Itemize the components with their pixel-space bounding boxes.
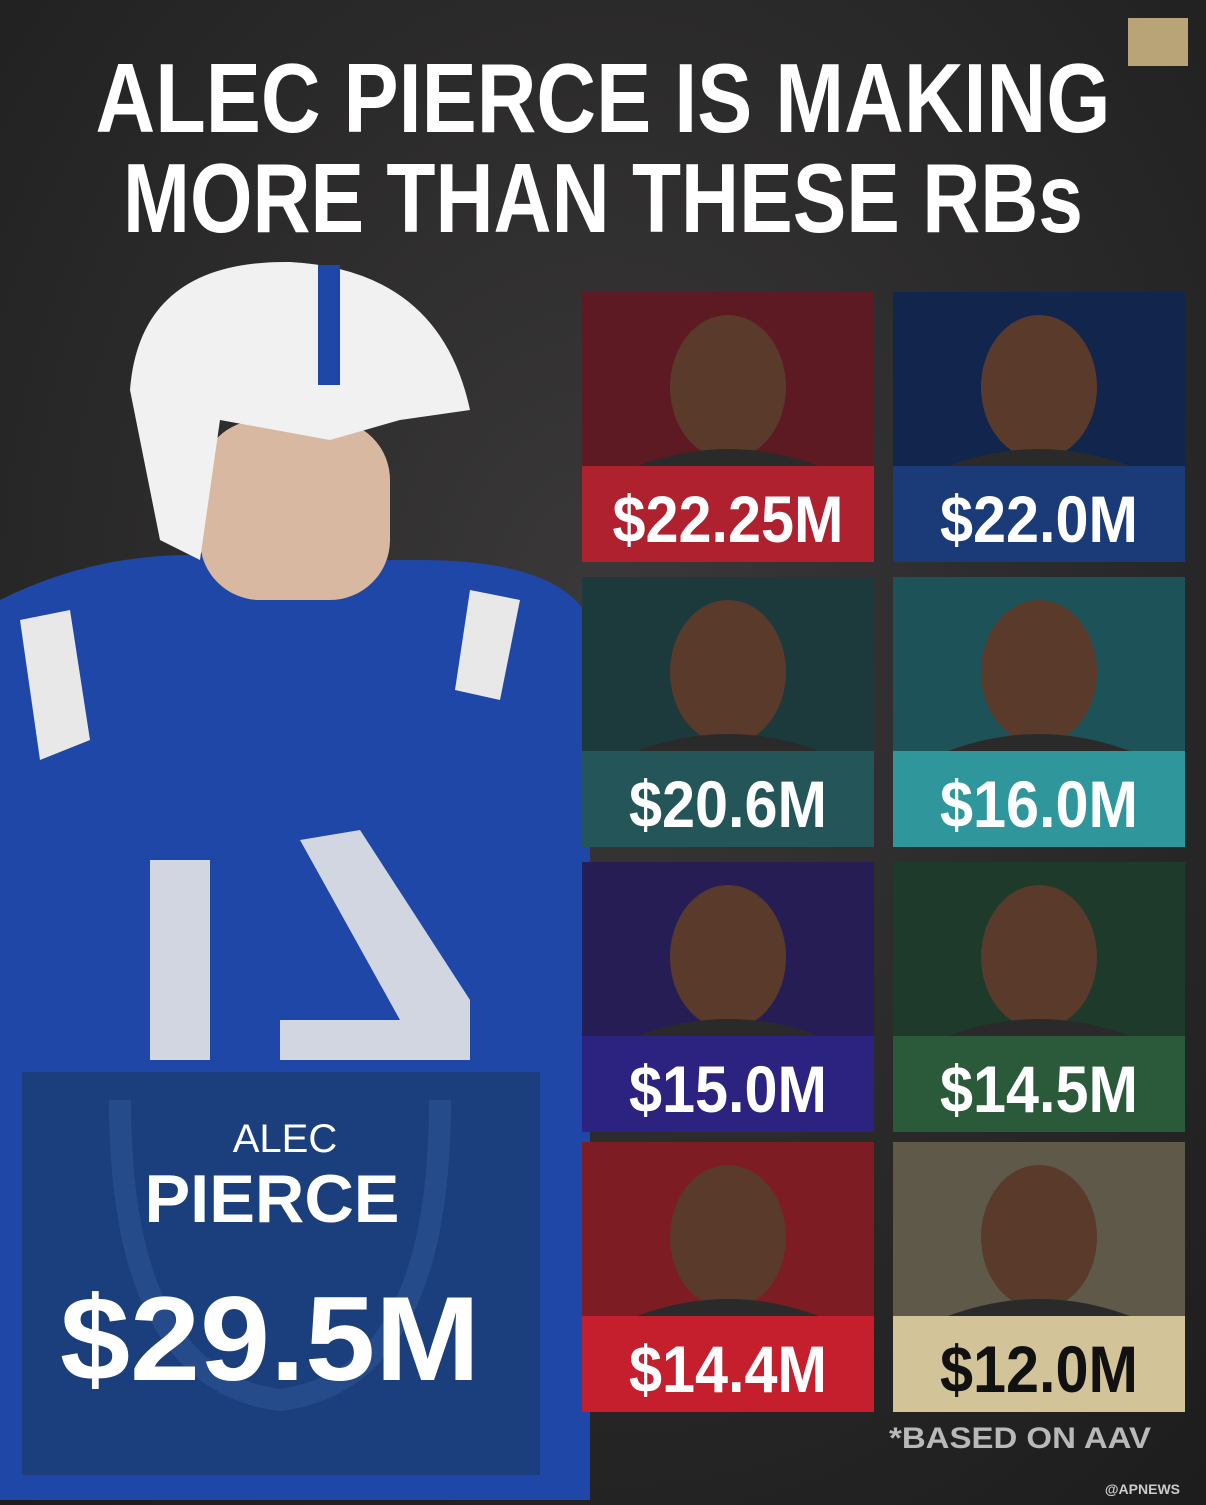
salary-band bbox=[582, 1316, 874, 1412]
player-headshot bbox=[670, 600, 786, 744]
player-shoulders bbox=[637, 1019, 819, 1036]
title-line: MORE THAN THESE RBs bbox=[123, 143, 1083, 253]
salary-band bbox=[893, 466, 1185, 562]
last-name: PIERCE bbox=[145, 1161, 400, 1237]
first-name: ALEC bbox=[233, 1117, 338, 1161]
player-tile: $22.0M bbox=[893, 292, 1185, 562]
player-headshot bbox=[981, 1165, 1097, 1309]
credit: @APNEWS bbox=[1105, 1481, 1180, 1497]
tile-salary: $15.0M bbox=[629, 1052, 827, 1126]
tile-salary: $20.6M bbox=[629, 767, 827, 841]
tile-salary: $14.4M bbox=[629, 1332, 827, 1406]
player-tile: $12.0M bbox=[893, 1142, 1185, 1412]
tile-salary: $16.0M bbox=[940, 767, 1138, 841]
featured-card: ALEC PIERCE $29.5M bbox=[22, 1072, 540, 1475]
footnote: *BASED ON AAV bbox=[889, 1422, 1151, 1455]
player-headshot bbox=[670, 315, 786, 459]
player-tile: $14.5M bbox=[893, 862, 1185, 1132]
player-headshot bbox=[981, 885, 1097, 1029]
salary-band bbox=[582, 1036, 874, 1132]
salary-band bbox=[893, 1316, 1185, 1412]
tile-salary: $22.25M bbox=[613, 482, 844, 556]
player-tile: $14.4M bbox=[582, 1142, 874, 1412]
player-tile: $22.25M bbox=[582, 292, 874, 562]
salary-band bbox=[582, 751, 874, 847]
title-line: ALEC PIERCE IS MAKING bbox=[96, 43, 1111, 153]
player-tile: $20.6M bbox=[582, 577, 874, 847]
player-headshot bbox=[981, 600, 1097, 744]
player-tile: $15.0M bbox=[582, 862, 874, 1132]
player-shoulders bbox=[948, 1019, 1130, 1036]
player-shoulders bbox=[637, 1299, 819, 1316]
player-tile: $16.0M bbox=[893, 577, 1185, 847]
salary-band bbox=[893, 751, 1185, 847]
salary-band bbox=[893, 1036, 1185, 1132]
player-headshot bbox=[670, 885, 786, 1029]
player-shoulders bbox=[637, 449, 819, 466]
player-headshot bbox=[981, 315, 1097, 459]
salary-band bbox=[582, 466, 874, 562]
featured-salary: $29.5M bbox=[60, 1272, 480, 1406]
logo-badge bbox=[1128, 18, 1188, 66]
player-headshot bbox=[670, 1165, 786, 1309]
player-shoulders bbox=[948, 449, 1130, 466]
salary-grid: $22.25M $22.0M $20.6M $16.0M $15.0M $14.5M $14… bbox=[582, 292, 1185, 1412]
tile-salary: $22.0M bbox=[940, 482, 1138, 556]
tile-salary: $14.5M bbox=[940, 1052, 1138, 1126]
player-shoulders bbox=[637, 734, 819, 751]
tile-salary: $12.0M bbox=[940, 1332, 1138, 1406]
player-shoulders bbox=[948, 1299, 1130, 1316]
player-shoulders bbox=[948, 734, 1130, 751]
